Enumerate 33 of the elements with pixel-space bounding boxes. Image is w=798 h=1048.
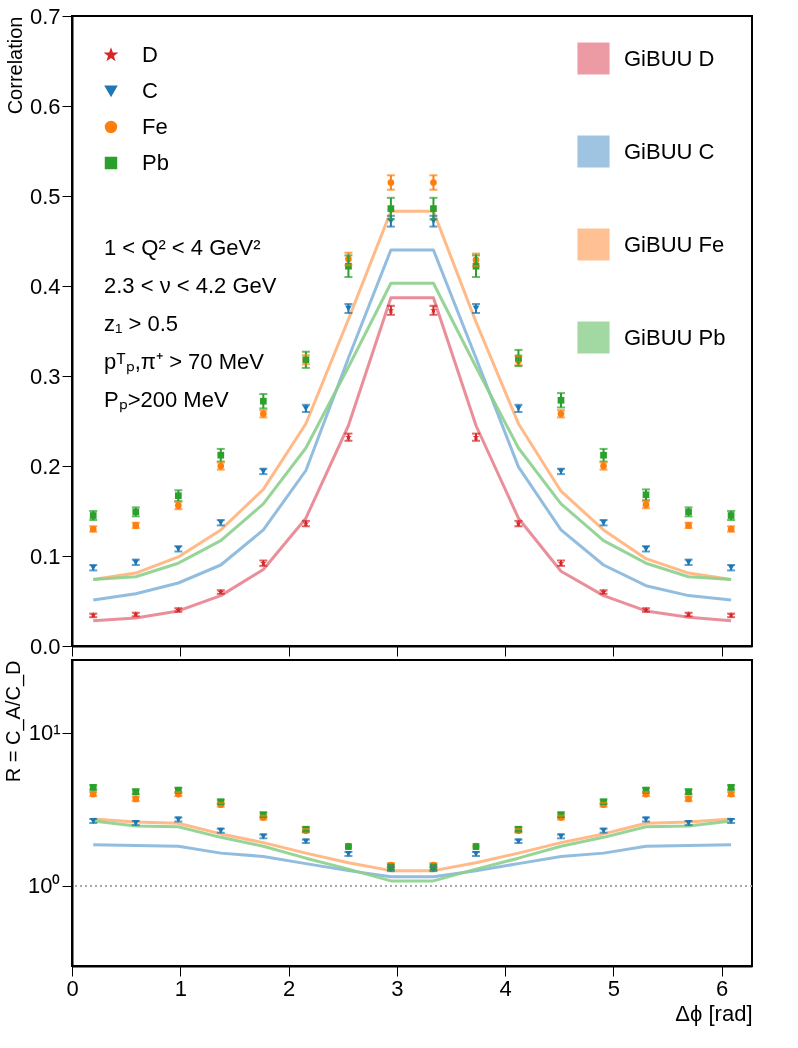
legend-label: Fe bbox=[142, 114, 168, 139]
legend-label: GiBUU C bbox=[624, 138, 715, 164]
legend-label: C bbox=[142, 78, 158, 103]
legend-label: GiBUU D bbox=[624, 45, 715, 71]
x-tick-label: 1 bbox=[174, 975, 187, 1001]
y-tick-label: 0.0 bbox=[29, 633, 61, 659]
x-axis-title: Δϕ [rad] bbox=[675, 1000, 753, 1026]
y-tick-label: 10⁰ bbox=[28, 873, 61, 899]
y-tick-label: 0.5 bbox=[29, 183, 61, 209]
y-axis-title: R = C_A/C_D bbox=[2, 660, 26, 783]
y-tick-label: 0.2 bbox=[29, 453, 61, 479]
x-tick-label: 2 bbox=[282, 975, 296, 1001]
y-tick-label: 0.7 bbox=[29, 3, 61, 29]
x-tick-label: 3 bbox=[391, 975, 404, 1001]
x-tick-label: 6 bbox=[716, 975, 729, 1001]
x-tick-label: 5 bbox=[607, 975, 621, 1001]
y-tick-label: 0.1 bbox=[29, 543, 61, 569]
annotation: pᵀₚ,π⁺ > 70 MeV bbox=[104, 349, 265, 375]
legend-label: D bbox=[142, 42, 158, 67]
annotation: 1 < Q² < 4 GeV² bbox=[104, 235, 261, 260]
y-axis-title: Correlation bbox=[3, 16, 26, 115]
y-tick-label: 0.4 bbox=[29, 273, 61, 299]
annotation: z₁ > 0.5 bbox=[104, 311, 179, 336]
y-tick-label: 0.6 bbox=[29, 93, 61, 119]
legend-label: Pb bbox=[142, 150, 169, 175]
y-tick-label: 0.3 bbox=[29, 363, 61, 389]
annotation: 2.3 < ν < 4.2 GeV bbox=[104, 273, 277, 298]
legend-label: GiBUU Fe bbox=[624, 231, 725, 257]
x-tick-label: 4 bbox=[499, 975, 512, 1001]
y-tick-label: 10¹ bbox=[28, 720, 61, 746]
x-tick-label: 0 bbox=[66, 975, 79, 1001]
legend-label: GiBUU Pb bbox=[624, 324, 726, 350]
annotation: Pₚ>200 MeV bbox=[104, 387, 229, 413]
